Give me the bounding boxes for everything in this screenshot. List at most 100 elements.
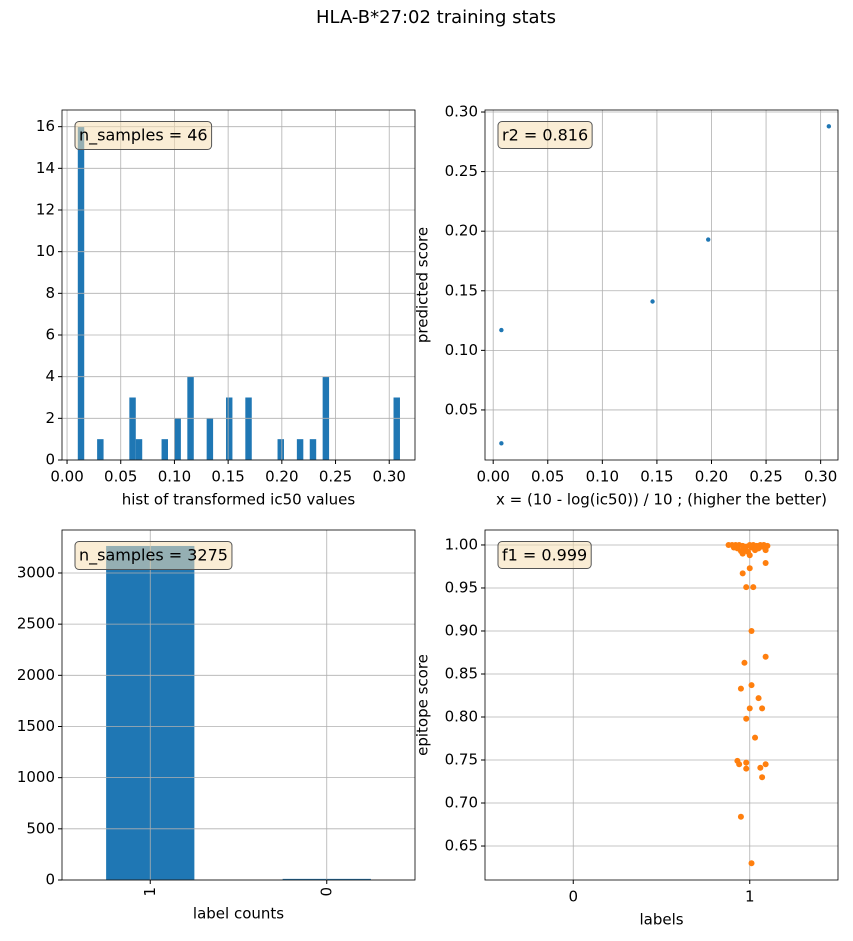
- annotation-box: [497, 541, 592, 569]
- strip-point: [746, 705, 753, 712]
- strip-point: [746, 552, 753, 559]
- y-tick-label: 0: [45, 451, 55, 469]
- y-tick-label: 0.90: [445, 621, 478, 639]
- y-tick-label: 4: [45, 367, 55, 385]
- hist-bar: [309, 439, 317, 460]
- y-tick-label: 0.65: [445, 837, 478, 855]
- y-tick-label: 0.15: [445, 281, 478, 299]
- y-tick-label: 2500: [17, 615, 55, 633]
- annotation: n_samples = 46: [79, 126, 208, 146]
- strip-point: [759, 705, 766, 712]
- x-tick-label: 0: [568, 888, 578, 906]
- hist-bar: [161, 439, 168, 460]
- y-tick-label: 1000: [17, 768, 55, 786]
- x-tick-label: 0.10: [158, 468, 191, 486]
- x-tick-label: 0.15: [211, 468, 244, 486]
- strip-point: [743, 759, 750, 766]
- y-tick-label: 0.70: [445, 794, 478, 812]
- hist-bar: [174, 418, 181, 460]
- x-tick-label: 0.25: [749, 468, 782, 486]
- y-tick-label: 0.80: [445, 707, 478, 725]
- strip-point: [741, 659, 748, 666]
- strip-point: [752, 547, 759, 554]
- x-axis-label: x = (10 - log(ic50)) / 10 ; (higher the …: [496, 491, 827, 509]
- figure-title: HLA-B*27:02 training stats: [316, 7, 556, 28]
- annotation-box: [74, 541, 233, 570]
- y-tick-label: 0.85: [445, 664, 478, 682]
- annotation: f1 = 0.999: [502, 546, 587, 565]
- axes-frame: [61, 529, 416, 881]
- annotation-box: [74, 121, 213, 150]
- strip-point: [730, 544, 737, 551]
- x-tick-label: 0.30: [373, 468, 406, 486]
- y-tick-label: 16: [36, 117, 55, 135]
- scatter-point: [499, 441, 504, 446]
- y-axis-label: epitope score: [414, 654, 432, 756]
- axes-frame: [484, 529, 839, 881]
- x-tick-label: 0.05: [104, 468, 137, 486]
- x-tick-label: 0: [317, 887, 335, 897]
- strip-point: [739, 550, 746, 557]
- y-tick-label: 3000: [17, 563, 55, 581]
- x-tick-label: 0.10: [586, 468, 619, 486]
- strip-point: [736, 761, 743, 768]
- axes-frame: [61, 109, 416, 461]
- x-tick-label: 0.20: [265, 468, 298, 486]
- annotation: r2 = 0.816: [502, 126, 588, 145]
- hist-bar: [135, 439, 143, 460]
- y-tick-label: 0.05: [445, 400, 478, 418]
- x-tick-label: 0.00: [476, 468, 509, 486]
- strip-point: [759, 774, 766, 781]
- y-tick-label: 0: [45, 871, 55, 889]
- y-tick-label: 0.10: [445, 341, 478, 359]
- x-axis-label: hist of transformed ic50 values: [122, 491, 356, 509]
- x-tick-label: 0.15: [640, 468, 673, 486]
- y-tick-label: 0.25: [445, 162, 478, 180]
- strip-point: [755, 695, 762, 702]
- y-tick-label: 1500: [17, 717, 55, 735]
- y-tick-label: 2000: [17, 666, 55, 684]
- y-tick-label: 0.20: [445, 222, 478, 240]
- y-tick-label: 8: [45, 284, 55, 302]
- y-tick-label: 500: [26, 819, 55, 837]
- hist-bar: [206, 418, 214, 460]
- hist-bar: [277, 439, 284, 460]
- hist-bar: [296, 439, 304, 460]
- y-tick-label: 0.75: [445, 751, 478, 769]
- strip-point: [762, 653, 769, 660]
- strip-point: [743, 765, 750, 772]
- strip-point: [739, 570, 746, 577]
- x-tick-label: 1: [745, 888, 755, 906]
- x-tick-label: 0.00: [50, 468, 83, 486]
- strip-point: [759, 543, 766, 550]
- y-tick-label: 10: [36, 242, 55, 260]
- y-tick-label: 6: [45, 326, 55, 344]
- hist-bar: [129, 397, 136, 460]
- hist-bar: [245, 397, 252, 460]
- y-tick-label: 12: [36, 201, 55, 219]
- y-tick-label: 2: [45, 409, 55, 427]
- strip-point: [748, 627, 755, 634]
- strip-point: [757, 764, 764, 771]
- strip-point: [737, 813, 744, 820]
- y-tick-label: 0.30: [445, 103, 478, 121]
- x-axis-label: labels: [639, 911, 683, 929]
- scatter-point: [650, 299, 655, 304]
- y-tick-label: 1.00: [445, 535, 478, 553]
- strip-point: [743, 715, 750, 722]
- hist-bar: [225, 397, 233, 460]
- x-axis-label: label counts: [193, 905, 284, 923]
- y-tick-label: 0.95: [445, 578, 478, 596]
- hist-bar: [97, 439, 104, 460]
- scatter-point: [499, 327, 504, 333]
- strip-point: [762, 761, 769, 768]
- strip-point: [748, 860, 755, 867]
- strip-point: [737, 685, 744, 692]
- hist-bar: [393, 397, 400, 460]
- strip-point: [762, 560, 769, 567]
- strip-point: [750, 584, 757, 591]
- strip-point: [752, 734, 759, 741]
- annotation: n_samples = 3275: [79, 546, 228, 566]
- strip-point: [748, 682, 755, 689]
